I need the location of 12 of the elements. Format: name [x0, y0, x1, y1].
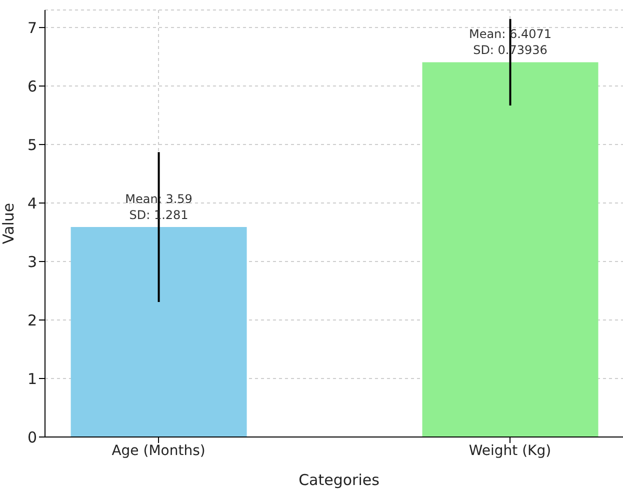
- y-tick-label: 7: [27, 18, 37, 37]
- y-tick-label: 1: [27, 370, 37, 388]
- x-tick-label: Weight (Kg): [468, 442, 552, 459]
- y-axis-title: Value: [0, 202, 18, 244]
- x-tick-label: Age (Months): [112, 442, 206, 459]
- y-tick-label: 3: [27, 252, 37, 271]
- y-tick-label: 2: [27, 311, 37, 330]
- y-tick-label: 0: [27, 428, 37, 446]
- y-tick-label: 6: [27, 77, 37, 96]
- y-tick-label: 5: [27, 136, 37, 154]
- y-tick-label: 4: [27, 194, 37, 212]
- x-axis-title: Categories: [298, 471, 380, 489]
